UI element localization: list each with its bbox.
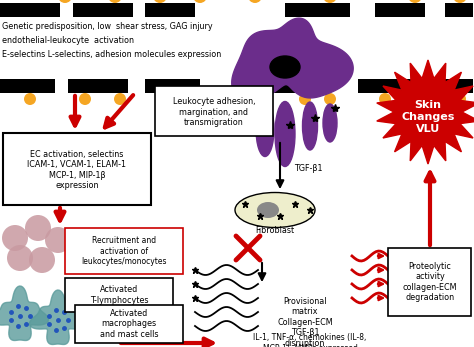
Circle shape <box>153 0 167 3</box>
Polygon shape <box>29 290 86 345</box>
Ellipse shape <box>257 202 279 218</box>
Text: TGF-β1: TGF-β1 <box>294 163 322 172</box>
Circle shape <box>204 93 216 105</box>
Bar <box>445 79 473 93</box>
Bar <box>358 79 423 93</box>
Text: IL-1, TNF-α, chemokines (IL-8,
MCP-1), MMPs expressed: IL-1, TNF-α, chemokines (IL-8, MCP-1), M… <box>253 333 367 347</box>
Bar <box>68 79 128 93</box>
Ellipse shape <box>256 102 274 156</box>
Circle shape <box>24 93 36 105</box>
Text: Leukocyte adhesion,
margination, and
transmigration: Leukocyte adhesion, margination, and tra… <box>173 97 255 127</box>
Ellipse shape <box>235 193 315 228</box>
Bar <box>445 3 473 17</box>
Ellipse shape <box>323 104 337 142</box>
Bar <box>388 248 471 316</box>
Text: Proteolytic
activity
collagen-ECM
degradation: Proteolytic activity collagen-ECM degrad… <box>403 262 457 302</box>
Circle shape <box>79 93 91 105</box>
Circle shape <box>299 93 311 105</box>
Text: endothelial-leukocyte  activation: endothelial-leukocyte activation <box>2 36 134 45</box>
Text: EC activation, selectins
ICAM-1, VCAM-1, ELAM-1
MCP-1, MIP-1β
expression: EC activation, selectins ICAM-1, VCAM-1,… <box>27 150 127 190</box>
Circle shape <box>408 0 422 3</box>
Circle shape <box>108 0 122 3</box>
Bar <box>0 79 55 93</box>
Circle shape <box>323 0 337 3</box>
Circle shape <box>58 0 72 3</box>
Circle shape <box>453 0 467 3</box>
Bar <box>73 3 133 17</box>
Circle shape <box>29 247 55 273</box>
Circle shape <box>248 0 262 3</box>
Text: Activated
T-lymphocytes: Activated T-lymphocytes <box>90 285 148 305</box>
Circle shape <box>2 225 28 251</box>
Bar <box>65 228 183 274</box>
Bar <box>0 3 60 17</box>
Text: Recruitment and
activation of
leukocytes/monocytes: Recruitment and activation of leukocytes… <box>81 236 167 266</box>
Polygon shape <box>232 18 353 100</box>
Bar <box>145 3 195 17</box>
Polygon shape <box>0 286 48 340</box>
Text: Skin
Changes
VLU: Skin Changes VLU <box>401 100 455 134</box>
Circle shape <box>25 215 51 241</box>
Ellipse shape <box>302 102 318 150</box>
Text: Activated
macrophages
and mast cells: Activated macrophages and mast cells <box>100 309 158 339</box>
Circle shape <box>193 0 207 3</box>
Bar <box>155 86 273 136</box>
Bar <box>75 305 183 343</box>
Ellipse shape <box>270 56 300 78</box>
Ellipse shape <box>275 102 295 167</box>
Polygon shape <box>377 60 474 164</box>
Circle shape <box>324 93 336 105</box>
Bar <box>375 3 425 17</box>
Bar <box>245 79 305 93</box>
Bar <box>3 133 151 205</box>
Circle shape <box>454 93 466 105</box>
Circle shape <box>164 93 176 105</box>
Text: Genetic predisposition, low  shear stress, GAG injury: Genetic predisposition, low shear stress… <box>2 22 213 31</box>
Circle shape <box>114 93 126 105</box>
Bar <box>285 3 350 17</box>
Bar <box>65 278 173 312</box>
Bar <box>145 79 200 93</box>
Circle shape <box>7 245 33 271</box>
Text: Fibroblast: Fibroblast <box>255 226 294 235</box>
Text: Provisional
matrix
Collagen-ECM
TGF-β1
disruption: Provisional matrix Collagen-ECM TGF-β1 d… <box>277 297 333 347</box>
Circle shape <box>45 227 71 253</box>
Circle shape <box>379 93 391 105</box>
Circle shape <box>414 93 426 105</box>
Text: E-selectins L-selectins, adhesion molecules expression: E-selectins L-selectins, adhesion molecu… <box>2 50 221 59</box>
